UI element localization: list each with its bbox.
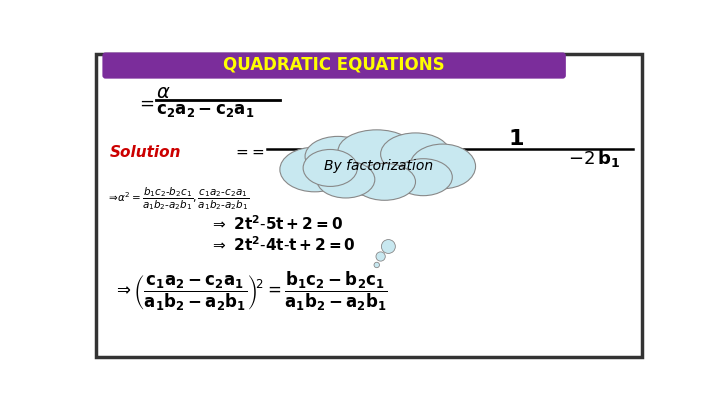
Ellipse shape: [317, 161, 375, 198]
Ellipse shape: [280, 147, 350, 192]
Text: $\Rightarrow\!\alpha^2 = \dfrac{b_1c_2\text{-}b_2c_1}{a_1b_2\text{-}a_2b_1},\dfr: $\Rightarrow\!\alpha^2 = \dfrac{b_1c_2\t…: [106, 185, 249, 212]
FancyBboxPatch shape: [102, 53, 566, 79]
Ellipse shape: [305, 136, 371, 177]
Text: $=$: $=$: [137, 94, 155, 111]
Text: $\Rightarrow \left(\dfrac{\mathbf{c_1 a_2 - c_2 a_1}}{\mathbf{a_1 b_2 - a_2 b_1}: $\Rightarrow \left(\dfrac{\mathbf{c_1 a_…: [113, 270, 388, 313]
Ellipse shape: [338, 130, 415, 172]
Ellipse shape: [394, 159, 452, 196]
Text: QUADRATIC EQUATIONS: QUADRATIC EQUATIONS: [223, 56, 445, 74]
Ellipse shape: [354, 163, 415, 200]
Ellipse shape: [303, 149, 357, 186]
Circle shape: [376, 252, 385, 261]
Text: $\mathbf{c_2 a_2 - c_2 a_1}$: $\mathbf{c_2 a_2 - c_2 a_1}$: [156, 101, 254, 119]
Ellipse shape: [381, 133, 451, 175]
FancyBboxPatch shape: [96, 54, 642, 356]
Ellipse shape: [410, 144, 476, 189]
Text: $\alpha$: $\alpha$: [156, 83, 171, 102]
Text: Solution: Solution: [109, 145, 181, 160]
Circle shape: [382, 240, 395, 254]
Circle shape: [374, 262, 379, 268]
Text: $\Rightarrow\ \mathbf{2t^2\text{-}4t\text{-}t+2=0}$: $\Rightarrow\ \mathbf{2t^2\text{-}4t\tex…: [210, 236, 356, 254]
Text: By factorization: By factorization: [324, 160, 433, 173]
Text: $\mathbf{1}$: $\mathbf{1}$: [508, 130, 524, 149]
Ellipse shape: [300, 140, 454, 196]
Text: $-2\,\mathbf{b_1}$: $-2\,\mathbf{b_1}$: [567, 148, 620, 169]
Text: $=$: $=$: [233, 143, 249, 158]
Text: $=$: $=$: [248, 143, 265, 158]
Text: $\Rightarrow\ \mathbf{2t^2\text{-}5t+2=0}$: $\Rightarrow\ \mathbf{2t^2\text{-}5t+2=0…: [210, 214, 343, 233]
